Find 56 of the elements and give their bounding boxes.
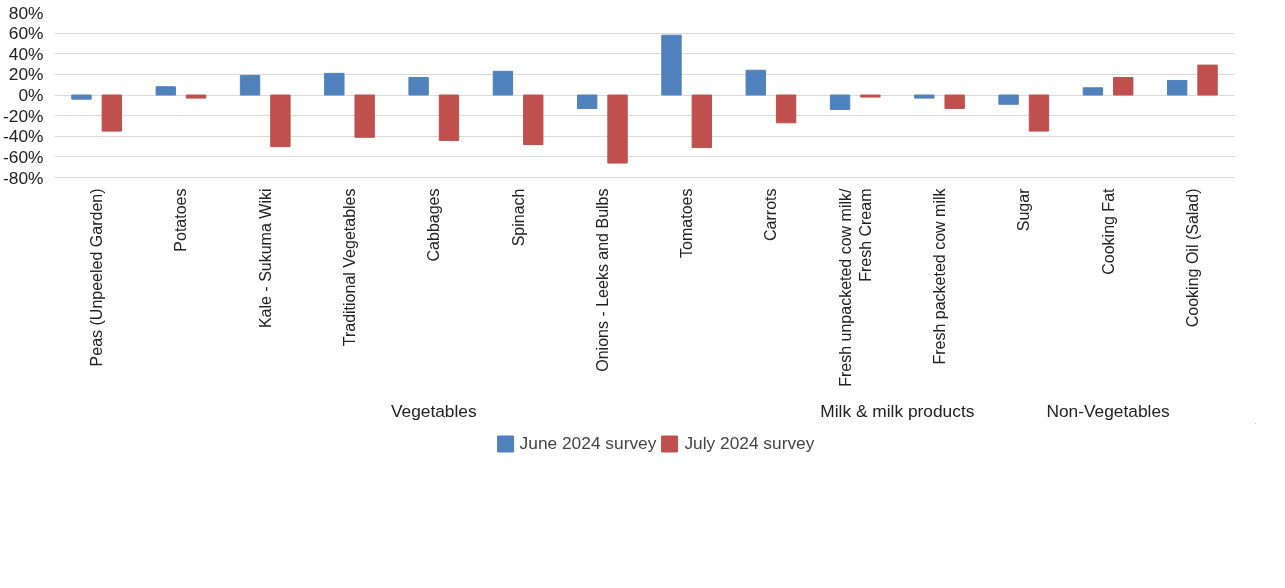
text: Milk & milk products [820, 400, 975, 421]
bar [270, 94, 291, 148]
bar [438, 94, 460, 141]
x-tick-label: Kale - Sukuma Wiki [256, 188, 274, 329]
y-tick-label: 80% [8, 2, 44, 23]
bar [914, 94, 935, 99]
x-tick-label: Peas (Unpeeled Garden) [88, 188, 106, 367]
x-tick-label: Potatoes [172, 188, 190, 252]
bar [1197, 64, 1218, 96]
bar [1166, 80, 1188, 96]
bar [408, 76, 429, 96]
x-tick-label: Sugar [1015, 187, 1033, 232]
bar [745, 69, 766, 96]
bar [71, 94, 92, 100]
x-tick-label: Fresh unpacketed cow milk/ Fresh Cream [836, 187, 874, 387]
legend-label: June 2024 survey [519, 432, 657, 454]
bar [607, 94, 628, 164]
x-tick-label: Cooking Fat [1099, 187, 1117, 275]
y-tick-label: 40% [8, 43, 44, 64]
x-tick-label: Carrots [762, 188, 780, 241]
x-tick-label: Cabbages [425, 188, 443, 262]
x-tick-label: Fresh packeted cow milk [931, 187, 948, 365]
y-tick-label: -40% [3, 126, 44, 147]
bar [185, 94, 207, 99]
bar [239, 74, 261, 96]
y-tick-label: -60% [3, 146, 44, 167]
text: Non-Vegetables [1046, 400, 1171, 421]
bar [1028, 94, 1050, 132]
bar [354, 94, 375, 138]
legend-label: July 2024 survey [684, 432, 815, 454]
bar [775, 94, 797, 124]
bar [860, 94, 881, 98]
x-tick-label: Spinach [509, 188, 527, 247]
x-tick-label: Traditional Vegetables [341, 188, 358, 347]
bar [944, 94, 965, 109]
bar [691, 94, 713, 149]
bar [661, 34, 682, 96]
x-tick-label: Tomatoes [678, 188, 696, 258]
bar [101, 94, 123, 132]
bar [576, 94, 598, 109]
y-tick-label: -80% [3, 167, 44, 188]
bar [1082, 87, 1104, 96]
text: Vegetables [390, 400, 477, 421]
bar [523, 94, 544, 145]
bar [829, 94, 851, 110]
x-tick-label: Onions - Leeks and Bulbs [593, 188, 611, 372]
bar [155, 86, 176, 96]
y-tick-label: 0% [18, 85, 44, 105]
y-tick-label: 20% [8, 64, 44, 85]
bar [998, 94, 1019, 105]
y-tick-label: -20% [3, 105, 44, 126]
x-tick-label: Cooking Oil (Salad) [1183, 188, 1201, 328]
y-tick-label: 60% [8, 23, 44, 44]
bar [1113, 76, 1134, 96]
bar [324, 72, 345, 96]
bar [492, 70, 514, 96]
